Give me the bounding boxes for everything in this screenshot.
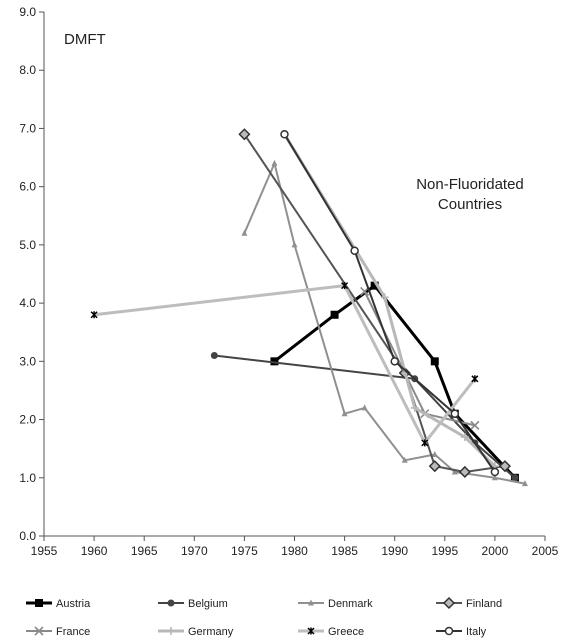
france-point [360,286,370,297]
y-axis-label: DMFT [64,31,106,48]
legend-label-finland: Finland [466,598,502,610]
x-tick-label: 1975 [231,544,258,558]
denmark-point [401,456,408,463]
legend-label-greece: Greece [328,626,364,638]
y-tick-label: 5.0 [19,238,36,252]
legend-label-france: France [56,626,90,638]
legend-item-finland: Finland [436,596,502,610]
france-point [470,420,480,430]
austria-line [273,284,516,479]
italy-point [450,409,460,418]
denmark-point [241,229,248,236]
greece-point [421,439,429,447]
y-tick-label: 1.0 [19,471,36,485]
series-france [360,286,480,430]
legend-marker-germany [167,627,175,635]
y-tick-label: 9.0 [19,5,36,19]
legend-label-germany: Germany [188,626,234,638]
legend-marker-belgium [167,599,175,607]
denmark-point [451,468,458,475]
finland-point [238,128,251,141]
legend-marker-italy [444,626,454,636]
x-tick-label: 1960 [81,544,108,558]
legend-label-denmark: Denmark [328,598,373,610]
legend-item-greece: Greece [298,626,364,638]
austria-point [270,357,279,366]
x-tick-label: 1980 [281,544,308,558]
belgium-line [214,354,516,479]
finland-point [458,465,471,479]
series-greece [90,282,479,447]
belgium-point [511,474,519,482]
y-tick-label: 4.0 [19,296,36,310]
legend-label-belgium: Belgium [188,598,228,610]
italy-point [390,357,399,366]
legend-marker-austria [35,599,43,607]
legend-item-france: France [26,626,90,638]
legend-item-germany: Germany [158,626,234,638]
denmark-point [491,474,498,481]
y-tick-label: 7.0 [19,121,36,135]
austria-point [330,310,339,319]
x-tick-label: 1955 [31,544,58,558]
series-lines [90,128,528,487]
greece-point [471,375,479,383]
legend-marker-finland [442,596,456,610]
chart-annotation-line-1: Non-Fluoridated [416,176,524,193]
denmark-point [271,159,278,166]
italy-point [350,246,359,255]
legend-item-denmark: Denmark [298,598,373,610]
legend-label-austria: Austria [56,598,91,610]
denmark-point [431,450,438,457]
legend-marker-france [34,626,44,636]
x-tick-label: 1985 [331,544,358,558]
finland-point [498,460,511,473]
denmark-point [361,404,368,411]
x-tick-label: 1970 [181,544,208,558]
axis-ticks: 0.0 1.0 2.0 3.0 4.0 5.0 6.0 7.0 8.0 9.0 1955 1960 19… [19,5,558,558]
greece-point [341,282,349,290]
y-tick-label: 0.0 [19,529,36,543]
axes [43,12,545,537]
legend-label-italy: Italy [466,626,487,638]
x-tick-label: 2000 [482,544,509,558]
germany-point [410,403,419,412]
legend-marker-denmark [308,599,314,606]
x-tick-label: 1990 [381,544,408,558]
italy-point [490,467,500,477]
italy-point [280,130,289,139]
x-tick-label: 1965 [131,544,158,558]
germany-point [460,433,469,442]
belgium-point [210,352,218,360]
denmark-point [291,241,298,248]
legend-item-austria: Austria [26,598,91,610]
y-tick-label: 2.0 [19,413,36,427]
denmark-point [341,410,348,417]
legend-marker-greece [307,627,315,635]
legend-item-belgium: Belgium [158,598,228,610]
y-tick-label: 8.0 [19,63,36,77]
chart-annotation-line-2: Countries [438,196,502,213]
legend-item-italy: Italy [436,626,487,638]
greece-point [90,311,98,319]
series-denmark [241,159,528,487]
denmark-line [243,162,526,485]
series-belgium [210,352,519,482]
x-tick-label: 2005 [532,544,559,558]
y-tick-label: 6.0 [19,180,36,194]
germany-point [380,293,389,302]
y-tick-label: 3.0 [19,354,36,368]
finland-point [428,460,441,473]
legend: Austria Belgium Denmark Finland France German… [26,596,502,638]
austria-point [370,281,379,290]
denmark-point [521,480,528,487]
x-tick-label: 1995 [431,544,458,558]
austria-point [430,357,439,366]
greece-line [93,284,477,445]
series-italy [280,130,500,477]
